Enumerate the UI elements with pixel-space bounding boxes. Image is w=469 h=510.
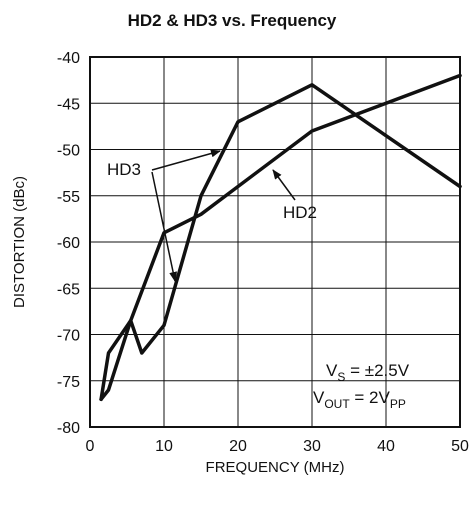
y-tick-label: -50: [57, 143, 80, 160]
hd3-arrow-upper: [151, 149, 221, 171]
y-tick-label: -70: [57, 328, 80, 345]
vout-subscript: OUT: [324, 397, 350, 411]
y-tick-label: -60: [57, 235, 80, 252]
vout-condition: VOUT = 2VPP: [313, 388, 406, 411]
y-tick-label: -75: [57, 374, 80, 391]
hd3-annotation-label: HD3: [107, 160, 141, 179]
x-tick-label: 0: [86, 438, 95, 455]
y-tick-label: -55: [57, 189, 80, 206]
x-axis-label: FREQUENCY (MHz): [206, 459, 345, 476]
chart-title: HD2 & HD3 vs. Frequency: [128, 11, 337, 30]
x-tick-label: 50: [451, 438, 469, 455]
series-line-hd2: [99, 73, 462, 402]
plot-frame: [89, 56, 461, 428]
x-tick-label: 10: [155, 438, 173, 455]
y-axis-label: DISTORTION (dBc): [11, 176, 28, 308]
hd2-arrow: [272, 169, 296, 201]
x-tick-label: 20: [229, 438, 247, 455]
series-layer: [99, 73, 462, 402]
vout-main: V: [313, 388, 325, 407]
hd2-annotation-label: HD2: [283, 203, 317, 222]
conditions-box: VS = ±2.5V VOUT = 2VPP: [313, 361, 410, 411]
series-line-hd3: [99, 83, 462, 402]
vout-equals: = 2V: [350, 388, 391, 407]
vs-condition: VS = ±2.5V: [326, 361, 410, 384]
vout-unit-subscript: PP: [390, 397, 406, 411]
tick-labels: 0 10 20 30 40 50 -40 -45 -50 -55 -60 -65 -70 -75 -80: [57, 50, 469, 455]
vs-subscript: S: [337, 370, 345, 384]
y-tick-label: -80: [57, 420, 80, 437]
x-tick-label: 30: [303, 438, 321, 455]
y-tick-label: -40: [57, 50, 80, 67]
vs-main: V: [326, 361, 338, 380]
y-tick-label: -65: [57, 281, 80, 298]
hd3-arrow-lower: [151, 171, 178, 282]
x-tick-label: 40: [377, 438, 395, 455]
y-tick-label: -45: [57, 96, 80, 113]
vs-value: = ±2.5V: [345, 361, 409, 380]
